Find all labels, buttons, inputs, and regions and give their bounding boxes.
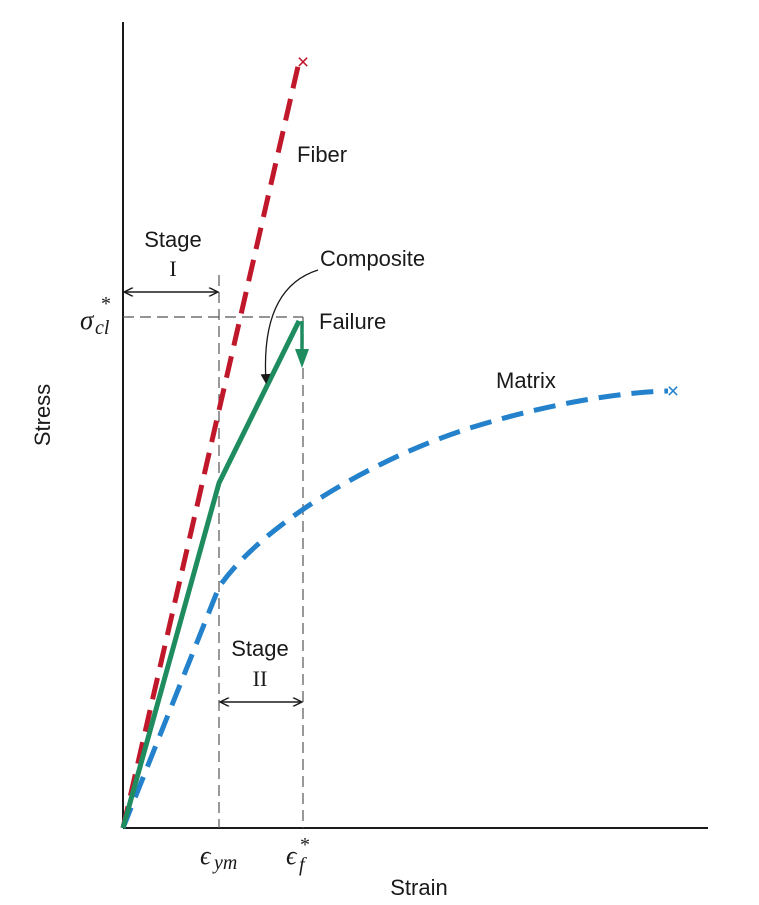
y-marker-symbol: σ: [80, 305, 95, 335]
fiber-curve: [120, 61, 302, 829]
fiber-end-marker: ×: [297, 51, 309, 74]
y-marker-subscript: cl: [95, 317, 110, 339]
matrix-end-marker: ×: [667, 380, 679, 403]
matrix-curve: [120, 388, 669, 829]
composite-failure-arrowhead: [295, 349, 309, 368]
composite-pointer-leader: [260, 269, 319, 384]
fiber-label: Fiber: [297, 142, 347, 167]
y-marker-superscript: *: [101, 293, 111, 315]
composite-label: Composite: [320, 246, 425, 271]
y-axis-title: Stress: [30, 384, 55, 446]
composite-curve: [120, 319, 302, 829]
x-marker-ym-symbol: ϵ: [200, 841, 212, 870]
stage-2-label: Stage: [231, 636, 289, 661]
stage-1-label: Stage: [144, 227, 202, 252]
failure-label: Failure: [319, 309, 386, 334]
x-marker-ym-subscript: ym: [212, 852, 237, 874]
x-marker-f-subscript: f: [299, 854, 307, 876]
matrix-label: Matrix: [496, 368, 556, 393]
stage-1-numeral: I: [169, 256, 176, 281]
stage-2-numeral: II: [253, 666, 268, 691]
x-marker-f-superscript: *: [300, 834, 310, 856]
x-marker-f-symbol: ϵ: [286, 841, 298, 870]
x-axis-title: Strain: [390, 875, 447, 900]
